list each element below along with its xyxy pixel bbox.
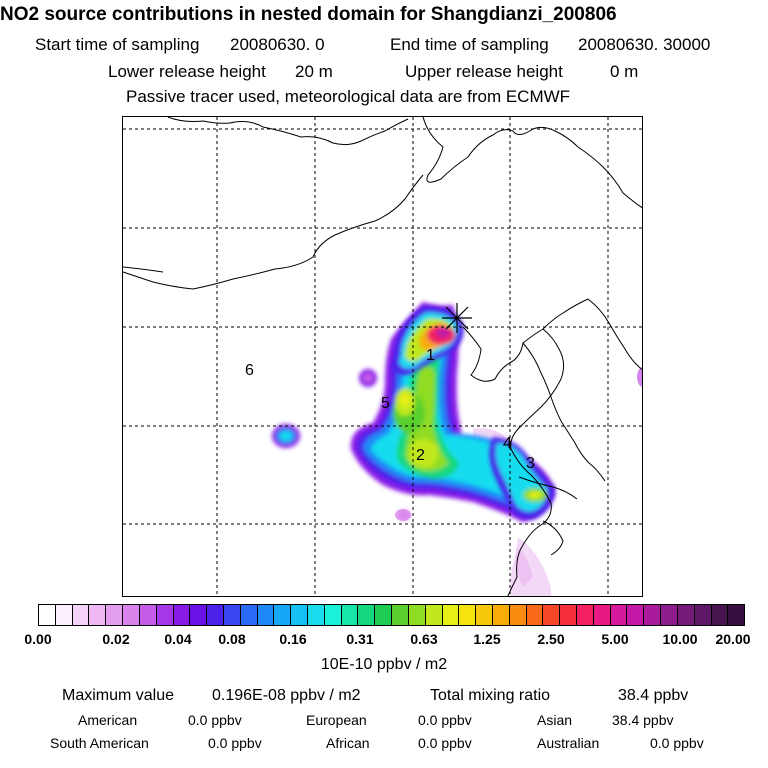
colorbar-tick: 0.16 <box>279 631 307 647</box>
concentration-islet <box>272 369 410 520</box>
colorbar-unit: 10E-10 ppbv / m2 <box>320 656 448 673</box>
region-european-name: European <box>306 712 367 728</box>
region-south-american-value: 0.0 ppbv <box>208 735 262 751</box>
colorbar-tick: 5.00 <box>601 631 629 647</box>
total-mixing-value: 38.4 ppbv <box>618 687 689 704</box>
upper-height-value: 0 m <box>610 62 639 81</box>
tracer-note: Passive tracer used, meteorological data… <box>126 87 571 106</box>
colorbar-tick: 10.00 <box>662 631 698 647</box>
region-american-value: 0.0 ppbv <box>188 712 242 728</box>
colorbar-cell <box>375 605 393 625</box>
colorbar-cell <box>526 605 544 625</box>
colorbar-cell <box>139 605 157 625</box>
colorbar-cell <box>190 605 208 625</box>
coastlines <box>123 117 642 596</box>
total-mixing-label: Total mixing ratio <box>430 687 551 704</box>
colorbar-cell <box>543 605 561 625</box>
start-time-label: Start time of sampling <box>35 35 200 54</box>
region-label-6: 6 <box>245 362 254 379</box>
start-time-value: 20080630. 0 <box>230 35 325 54</box>
region-african-value: 0.0 ppbv <box>418 735 472 751</box>
region-african-name: African <box>326 735 370 751</box>
colorbar-cell <box>156 605 174 625</box>
map-canvas <box>123 117 642 596</box>
region-label-1: 1 <box>426 347 435 364</box>
colorbar-cell <box>39 605 56 625</box>
region-australian-name: Australian <box>537 735 600 751</box>
region-label-5: 5 <box>381 395 390 412</box>
region-label-3: 3 <box>526 455 535 472</box>
region-european-value: 0.0 ppbv <box>418 712 472 728</box>
upper-height-label: Upper release height <box>405 62 563 81</box>
colorbar-cell <box>425 605 443 625</box>
colorbar-cell <box>711 605 729 625</box>
colorbar-cell <box>223 605 241 625</box>
colorbar-cell <box>677 605 695 625</box>
colorbar-cell <box>106 605 124 625</box>
colorbar-cell <box>509 605 527 625</box>
colorbar-cell <box>358 605 376 625</box>
end-time-label: End time of sampling <box>390 35 549 54</box>
lower-height-label: Lower release height <box>108 62 266 81</box>
colorbar-cell <box>324 605 342 625</box>
colorbar-tick: 0.02 <box>102 631 130 647</box>
max-value: 0.196E-08 ppbv / m2 <box>212 687 361 704</box>
end-time-value: 20080630. 30000 <box>578 35 711 54</box>
colorbar-tick: 0.04 <box>164 631 192 647</box>
colorbar-cell <box>728 605 745 625</box>
colorbar-cell <box>274 605 292 625</box>
colorbar-cell <box>89 605 107 625</box>
max-value-label: Maximum value <box>62 687 175 704</box>
colorbar-tick: 0.63 <box>410 631 438 647</box>
colorbar-cell <box>644 605 662 625</box>
region-australian-value: 0.0 ppbv <box>650 735 704 751</box>
colorbar-cell <box>476 605 493 625</box>
colorbar-cell <box>240 605 258 625</box>
colorbar-cell <box>308 605 325 625</box>
chart-title: NO2 source contributions in nested domai… <box>0 4 617 25</box>
region-american-name: American <box>78 712 138 728</box>
colorbar-cell <box>173 605 191 625</box>
colorbar-cell <box>560 605 577 625</box>
colorbar-cell <box>55 605 73 625</box>
map-gridlines <box>123 117 642 596</box>
colorbar-cell <box>123 605 140 625</box>
region-asian-name: Asian <box>537 712 573 728</box>
region-south-american-name: South American <box>50 735 149 751</box>
colorbar-cell <box>627 605 645 625</box>
colorbar-cell <box>694 605 712 625</box>
colorbar-ticks: 0.00 0.02 0.04 0.08 0.16 0.31 0.63 1.25 … <box>0 631 768 649</box>
colorbar-cell <box>492 605 510 625</box>
colorbar-cell <box>442 605 460 625</box>
colorbar-cell <box>341 605 359 625</box>
colorbar-cell <box>593 605 611 625</box>
colorbar-cell <box>408 605 426 625</box>
colorbar-cell <box>257 605 275 625</box>
colorbar-cell <box>577 605 594 625</box>
colorbar-tick: 0.08 <box>218 631 246 647</box>
lower-height-value: 20 m <box>295 62 333 81</box>
colorbar-tick: 1.25 <box>473 631 501 647</box>
colorbar-cell <box>392 605 409 625</box>
colorbar-tick: 0.00 <box>24 631 52 647</box>
colorbar-tick: 2.50 <box>537 631 565 647</box>
region-label-2: 2 <box>416 447 425 464</box>
colorbar-cell <box>72 605 90 625</box>
colorbar-tick: 20.00 <box>715 631 751 647</box>
region-label-4: 4 <box>503 435 512 452</box>
colorbar-tick: 0.31 <box>346 631 374 647</box>
map-panel: 1 2 3 4 5 6 <box>122 116 643 597</box>
colorbar <box>38 604 745 626</box>
colorbar-cell <box>610 605 628 625</box>
colorbar-cell <box>661 605 678 625</box>
star-asterisk-icon <box>442 303 472 333</box>
colorbar-cell <box>459 605 477 625</box>
colorbar-cell <box>291 605 308 625</box>
colorbar-cell <box>207 605 224 625</box>
region-asian-value: 38.4 ppbv <box>612 712 674 728</box>
